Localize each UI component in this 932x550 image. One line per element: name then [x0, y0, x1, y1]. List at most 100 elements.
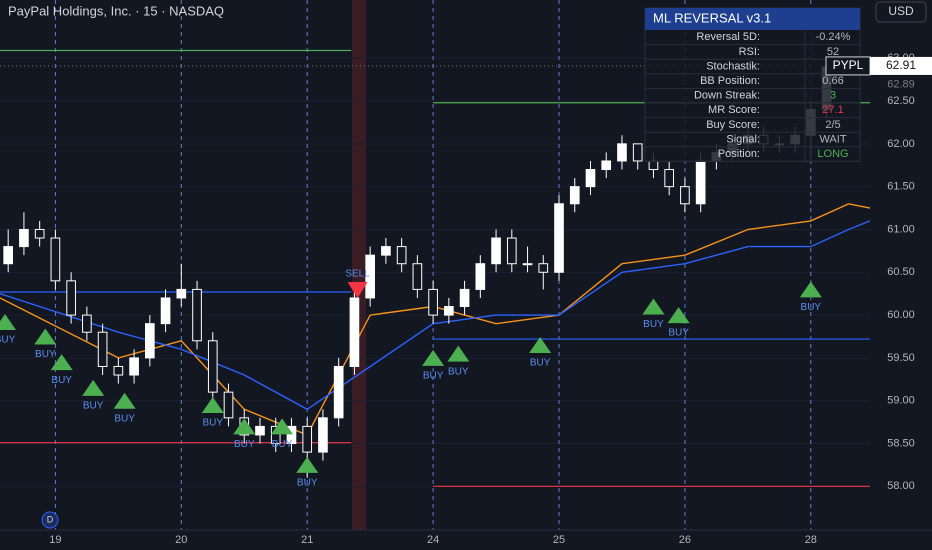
candle-body	[648, 160, 659, 171]
signal-marker	[271, 418, 294, 435]
candle-body	[97, 331, 108, 367]
candle-body	[318, 417, 328, 453]
candle-body	[82, 314, 92, 333]
signal-marker	[233, 418, 256, 435]
signal-label: BUY	[114, 413, 135, 424]
previous-price-label: 62.89	[887, 79, 915, 91]
signal-label: BUY	[297, 478, 318, 489]
candle-body	[207, 340, 218, 393]
candle-body	[144, 323, 155, 359]
candle-body	[286, 425, 297, 445]
signal-marker	[422, 349, 445, 366]
candle-body	[176, 288, 187, 299]
signal-marker	[34, 328, 57, 345]
x-tick-label: 28	[805, 534, 817, 546]
candle-body	[585, 169, 596, 188]
candle-body	[192, 288, 202, 342]
panel-row-value: -0.24%	[816, 31, 851, 43]
panel-row-value: WAIT	[819, 133, 846, 145]
candle-body	[255, 425, 265, 436]
signal-marker	[642, 298, 665, 315]
y-tick-label: 60.50	[887, 266, 915, 278]
y-tick-label: 62.50	[887, 95, 915, 107]
candle-body	[365, 254, 375, 299]
candle-body	[680, 186, 690, 205]
signal-marker	[799, 281, 822, 298]
signal-marker	[82, 379, 105, 396]
candle-body	[50, 237, 61, 282]
panel-row-label: MR Score:	[708, 104, 760, 116]
candle-body	[66, 280, 76, 316]
signal-marker	[50, 354, 73, 371]
y-tick-label: 59.50	[887, 352, 915, 364]
candle-body	[129, 357, 139, 376]
candle-body	[444, 306, 454, 316]
dividend-letter[interactable]: D	[47, 514, 54, 524]
signal-marker	[529, 337, 552, 354]
panel-row-label: Reversal 5D:	[696, 31, 760, 43]
signal-marker	[0, 313, 17, 330]
y-tick-label: 58.00	[887, 480, 915, 492]
panel-row-value: 27.1	[822, 104, 843, 116]
candle-body	[381, 246, 391, 256]
signal-label: BUY	[668, 328, 689, 339]
signal-label: SELL	[345, 269, 370, 280]
panel-row-value: 0.66	[822, 75, 843, 87]
candle-body	[632, 143, 643, 162]
panel-row-value: 2/5	[825, 119, 840, 131]
y-tick-label: 60.00	[887, 309, 915, 321]
symbol-title: PayPal Holdings, Inc. · 15 · NASDAQ	[8, 3, 224, 18]
signal-marker	[667, 307, 690, 324]
signal-label: BUY	[423, 371, 444, 382]
panel-background	[644, 7, 861, 162]
symbol-tag-label: PYPL	[833, 58, 864, 72]
candle-body	[333, 365, 344, 419]
candle-body	[459, 288, 470, 308]
candle-body	[3, 246, 14, 265]
candle-body	[506, 237, 517, 265]
signal-label: BUY	[0, 335, 16, 346]
moving-average	[0, 203, 871, 436]
candle-body	[695, 160, 706, 205]
candle-body	[223, 391, 234, 419]
currency[interactable]: USD	[888, 4, 914, 18]
signal-marker	[201, 396, 224, 413]
currency-button[interactable]	[875, 1, 927, 23]
candle-body	[491, 237, 501, 265]
signal-label: BUY	[801, 302, 822, 313]
panel-row-label: RSI:	[739, 46, 760, 58]
panel-row-label: Stochastik:	[706, 60, 760, 72]
y-tick-label: 61.50	[887, 181, 915, 193]
signal-label: BUY	[272, 439, 293, 450]
candle-body	[554, 203, 564, 273]
y-tick-label: 58.50	[887, 437, 915, 449]
signal-label: BUY	[448, 366, 469, 377]
signal-marker	[347, 281, 368, 298]
signal-label: BUY	[234, 439, 255, 450]
panel-row-value: 52	[827, 46, 839, 58]
candle-body	[601, 160, 612, 171]
dividend-marker[interactable]	[41, 511, 59, 529]
signal-label: BUY	[643, 319, 664, 330]
candle-body	[664, 169, 675, 188]
candle-body	[19, 228, 29, 248]
panel-title-bar	[645, 8, 860, 30]
candle-body	[349, 297, 360, 367]
panel-row-label: Position:	[718, 148, 760, 160]
signal-marker	[296, 456, 319, 473]
price-tag-label: 62.91	[886, 58, 916, 72]
signal-label: BUY	[83, 401, 104, 412]
panel-title: ML REVERSAL v3.1	[653, 10, 771, 25]
y-tick-label: 59.00	[887, 395, 915, 407]
x-tick-label: 19	[49, 534, 61, 546]
signal-marker	[447, 345, 470, 362]
info-panel: ML REVERSAL v3.1 Reversal 5D: -0.24% RSI: 52…	[644, 7, 861, 162]
candle-body	[522, 263, 533, 266]
candle-body	[34, 228, 45, 239]
moving-average	[0, 220, 871, 411]
x-tick-label: 25	[553, 534, 565, 546]
signal-label: BUY	[51, 375, 72, 386]
panel-row-label: Down Streak:	[694, 90, 760, 102]
x-tick-label: 20	[175, 534, 187, 546]
sell-zone	[352, 0, 366, 530]
